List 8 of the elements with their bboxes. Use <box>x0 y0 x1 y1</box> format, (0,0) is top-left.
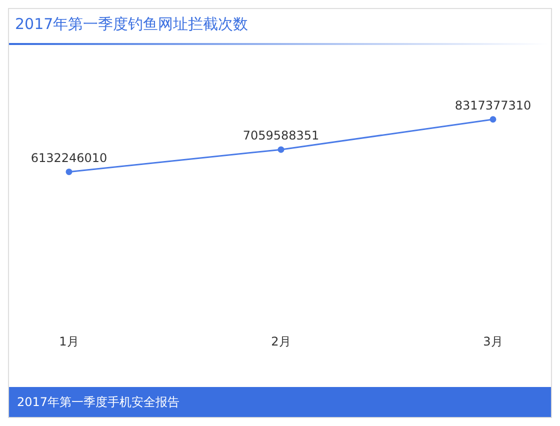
data-label: 8317377310 <box>454 98 532 112</box>
x-tick-label: 1月 <box>59 334 79 349</box>
chart-title: 2017年第一季度钓鱼网址拦截次数 <box>15 15 248 34</box>
data-label: 7059588351 <box>242 128 320 143</box>
data-label: 6132246010 <box>30 150 108 165</box>
x-tick-label: 2月 <box>271 334 291 349</box>
text: 2017年第一季度手机安全报告 <box>17 394 180 410</box>
x-tick-label: 3月 <box>483 334 503 349</box>
